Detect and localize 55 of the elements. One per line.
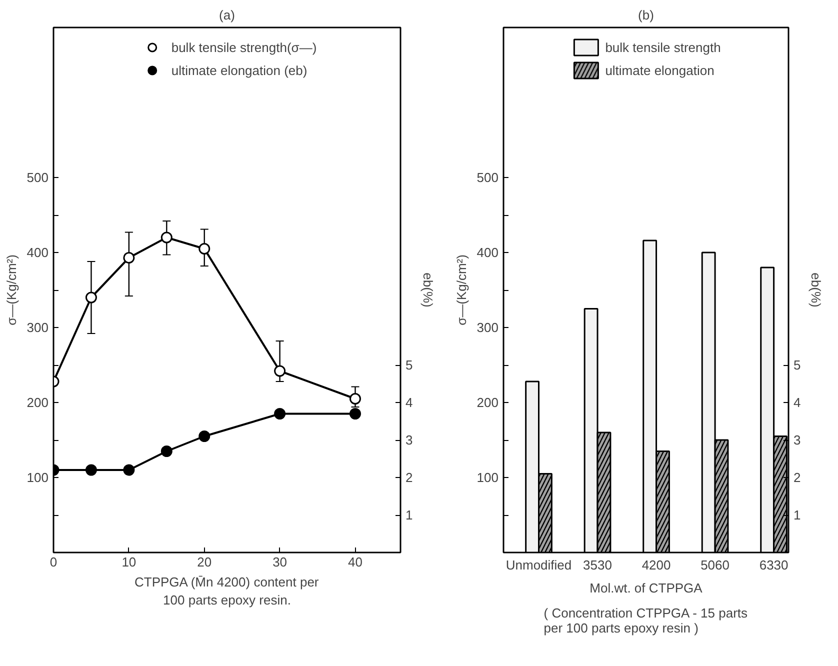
x-tick-label: Unmodified [506, 558, 572, 572]
y-tick-label: 500 [26, 170, 49, 185]
y2-tick-label: 5 [406, 358, 413, 372]
chart-title: (b) [638, 8, 654, 22]
y2-axis-title: eb(%) [808, 272, 824, 308]
point [274, 408, 286, 420]
x-tick-label: 3530 [583, 558, 612, 572]
chart-title: (a) [219, 8, 235, 22]
y-tick-label: 300 [26, 320, 49, 335]
y2-tick-label: 2 [794, 470, 801, 485]
y-tick-label: 300 [476, 320, 499, 335]
x-tick-label: 20 [197, 554, 212, 570]
legend-label: bulk tensile strength(σ—) [171, 40, 317, 54]
y-tick-label: 200 [26, 395, 49, 410]
y-tick-label: 400 [476, 245, 499, 260]
text: ( Concentration CTPPGA - 15 parts per 100 parts epoxy resin ) [544, 606, 748, 636]
y2-tick-label: 3 [794, 432, 801, 448]
y2-tick-label: 5 [794, 358, 801, 372]
y2-tick-label: 4 [794, 395, 801, 410]
y-tick-label: 400 [26, 245, 49, 260]
y2-axis-title: eb(%) [420, 272, 436, 308]
x-tick-label: 6330 [759, 558, 788, 572]
y-tick-label: 200 [476, 395, 499, 410]
y-tick-label: 100 [476, 470, 499, 485]
point [85, 464, 97, 476]
point [123, 252, 135, 264]
point [349, 408, 361, 420]
point [349, 393, 361, 404]
x-tick-label: 4200 [642, 558, 671, 572]
point [198, 430, 210, 442]
y2-tick-label: 4 [406, 395, 413, 410]
legend-label: bulk tensile strength [605, 40, 721, 54]
legend-label: ultimate elongation (eb) [171, 62, 308, 78]
point [274, 365, 286, 377]
y2-tick-label: 3 [406, 432, 413, 448]
y2-tick-label: 1 [406, 508, 413, 522]
y-tick-label: 100 [26, 470, 49, 485]
y-tick-label: 500 [476, 170, 499, 185]
x-tick-label: 30 [272, 554, 288, 570]
x-axis-title: Mol.wt. of CTPPGA [590, 580, 703, 596]
x-tick-label: 0 [50, 554, 58, 570]
y-axis-title: σ—(Kg/cm²) [454, 254, 469, 326]
point [160, 232, 172, 244]
y2-tick-label: 2 [406, 470, 413, 485]
x-tick-label: 40 [348, 554, 362, 570]
x-axis-title: CTPPGA (M̄n 4200) content per 100 parts epoxy resin. [134, 574, 320, 608]
y2-tick-label: 1 [794, 508, 801, 522]
x-tick-label: 10 [122, 554, 136, 570]
point [123, 464, 135, 476]
point [198, 243, 210, 254]
point [85, 292, 97, 304]
x-tick-label: 5060 [700, 558, 730, 572]
point [160, 446, 172, 457]
y-axis-title: σ—(Kg/cm²) [4, 254, 19, 326]
legend-label: ultimate elongation [605, 62, 714, 78]
